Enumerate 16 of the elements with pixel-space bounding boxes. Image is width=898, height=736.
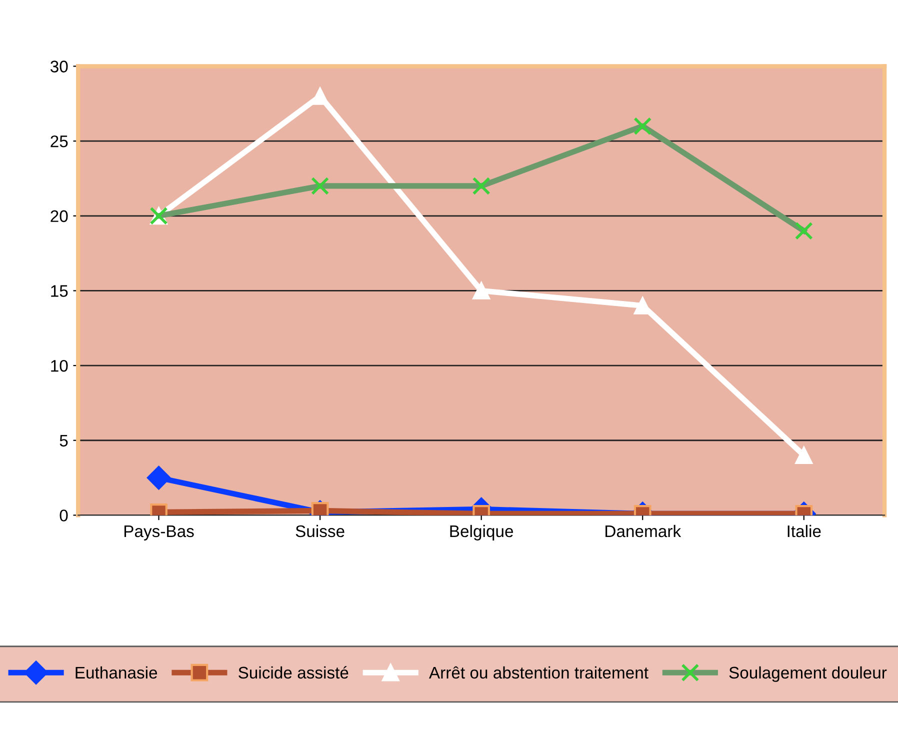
- y-tick-label: 15: [51, 285, 68, 297]
- x-tick-label: Belgique: [450, 524, 514, 540]
- y-tick-label: 20: [50, 210, 68, 222]
- legend-label: Arrêt ou abstention traitement: [428, 666, 648, 679]
- y-tick-label: 25: [50, 135, 68, 148]
- legend-label: Soulagement douleur: [729, 666, 887, 682]
- y-tick-label: 30: [50, 60, 68, 72]
- x-tick-label: Danemark: [606, 524, 682, 538]
- legend-label: Euthanasie: [76, 666, 158, 679]
- x-tick-label: Pays-Bas: [124, 526, 194, 540]
- legend-label: Suicide assisté: [238, 666, 348, 679]
- x-tick-label: Italie: [788, 524, 821, 538]
- y-tick-label: 10: [51, 360, 68, 372]
- x-tick-label: Suisse: [296, 524, 344, 538]
- y-tick-label: 5: [60, 434, 68, 447]
- y-tick-label: 0: [60, 510, 68, 522]
